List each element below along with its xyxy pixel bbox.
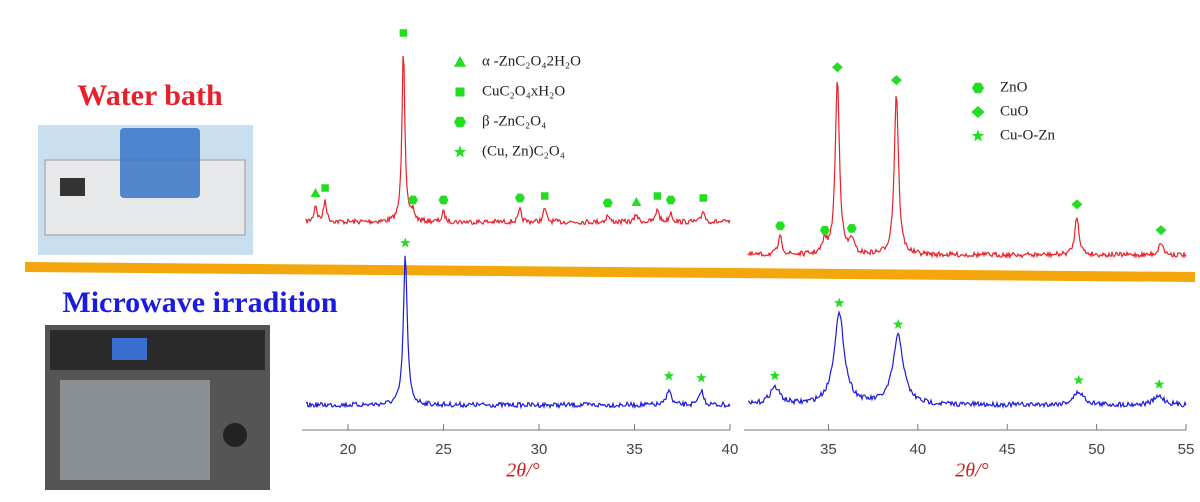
peak-marker: [699, 194, 708, 202]
x-axis-label: 2θ/°: [506, 460, 539, 482]
peak-marker: [407, 195, 418, 205]
peak-marker: [663, 370, 675, 381]
peak-marker: [775, 221, 786, 231]
peak-marker: [540, 192, 549, 200]
x-tick-label: 40: [909, 441, 926, 458]
legend-label: Cu-O-Zn: [1000, 127, 1055, 143]
legend-marker: [455, 87, 465, 97]
trace: [747, 309, 1187, 409]
microwave-photo: [45, 325, 270, 490]
legend-label: α -ZnC₂O₄2H₂O: [482, 53, 581, 69]
peak-marker: [833, 297, 845, 308]
peak-marker: [819, 225, 830, 235]
peak-marker: [769, 370, 781, 381]
legend-marker: [971, 106, 985, 118]
legend-marker: [454, 116, 466, 128]
legend-marker: [453, 145, 467, 158]
peak-marker: [399, 29, 408, 37]
legend-marker: [972, 82, 984, 94]
x-tick-label: 30: [531, 441, 548, 458]
peak-marker: [438, 195, 449, 205]
peak-marker: [400, 237, 411, 248]
legend-label: ZnO: [1000, 79, 1028, 95]
peak-marker: [1153, 378, 1165, 389]
water-bath-photo: [38, 125, 253, 255]
x-axis-label: 2θ/°: [955, 460, 988, 482]
x-tick-label: 35: [626, 441, 643, 458]
peak-marker: [514, 193, 525, 203]
peak-marker: [846, 224, 857, 233]
peak-marker: [1073, 374, 1084, 385]
peak-marker: [310, 188, 321, 197]
peak-marker: [892, 318, 904, 329]
peak-marker: [696, 372, 707, 383]
sample-label: Microwave irradition: [62, 286, 338, 319]
peak-marker: [631, 197, 642, 206]
peak-marker: [890, 75, 902, 86]
trace: [305, 255, 731, 410]
trace: [747, 82, 1187, 260]
x-tick-label: 35: [820, 441, 837, 458]
legend-label: CuO: [1000, 103, 1029, 119]
peak-marker: [602, 198, 613, 208]
peak-marker: [831, 62, 843, 73]
legend-label: (Cu, Zn)C₂O₄: [482, 143, 565, 159]
sample-label: Water bath: [77, 79, 223, 112]
legend-marker: [454, 56, 466, 67]
x-tick-label: 40: [722, 441, 739, 458]
peak-marker: [665, 195, 676, 205]
divider: [25, 262, 1195, 282]
x-tick-label: 50: [1088, 441, 1105, 458]
x-tick-label: 55: [1178, 441, 1195, 458]
legend-marker: [971, 129, 985, 142]
peak-marker: [653, 192, 662, 200]
peak-marker: [321, 184, 329, 192]
x-tick-label: 45: [999, 441, 1016, 458]
peak-marker: [1071, 199, 1083, 210]
trace: [305, 55, 731, 227]
x-tick-label: 20: [340, 441, 357, 458]
legend-label: β -ZnC₂O₄: [482, 113, 546, 129]
legend-label: CuC₂O₄xH₂O: [482, 83, 565, 99]
peak-marker: [1155, 225, 1167, 236]
x-tick-label: 25: [435, 441, 452, 458]
